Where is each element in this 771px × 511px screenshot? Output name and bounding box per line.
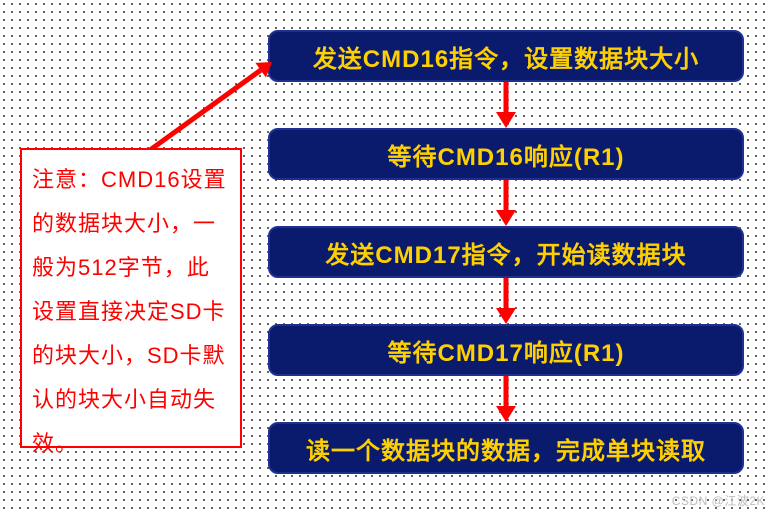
note-text: 注意：CMD16设置的数据块大小，一般为512字节，此设置直接决定SD卡的块大小… xyxy=(32,167,227,456)
flow-step-4: 等待CMD17响应(R1) xyxy=(268,324,744,376)
note-box: 注意：CMD16设置的数据块大小，一般为512字节，此设置直接决定SD卡的块大小… xyxy=(20,148,242,448)
flow-step-3: 发送CMD17指令，开始读数据块 xyxy=(268,226,744,278)
flow-step-5-label: 读一个数据块的数据，完成单块读取 xyxy=(306,431,706,466)
flow-step-3-label: 发送CMD17指令，开始读数据块 xyxy=(325,235,686,270)
flow-step-2: 等待CMD16响应(R1) xyxy=(268,128,744,180)
flow-step-1: 发送CMD16指令，设置数据块大小 xyxy=(268,30,744,82)
flow-step-1-label: 发送CMD16指令，设置数据块大小 xyxy=(313,39,699,74)
flow-step-4-label: 等待CMD17响应(R1) xyxy=(387,333,624,368)
flow-step-2-label: 等待CMD16响应(R1) xyxy=(387,137,624,172)
diagram-canvas: 发送CMD16指令，设置数据块大小 等待CMD16响应(R1) 发送CMD17指… xyxy=(0,0,771,511)
flow-step-5: 读一个数据块的数据，完成单块读取 xyxy=(268,422,744,474)
watermark: CSDN @江波2K xyxy=(672,492,765,509)
